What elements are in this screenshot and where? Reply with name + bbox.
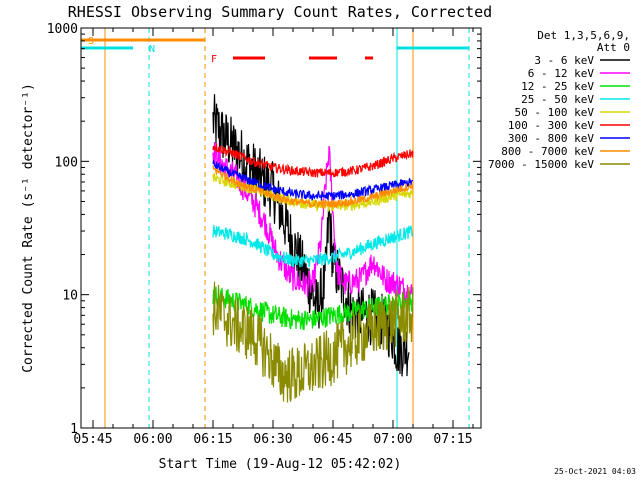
legend-entry: 50 - 100 keV [515,106,595,119]
legend-title: Det 1,3,5,6,9, [537,29,630,42]
y-tick-label: 1000 [47,22,78,37]
timestamp: 25-Oct-2021 04:03 [554,467,636,476]
time-markers [104,28,470,428]
x-axis-label: Start Time (19-Aug-12 05:42:02) [159,457,402,472]
y-tick-label: 1 [70,422,78,437]
chart-title: RHESSI Observing Summary Count Rates, Co… [68,3,492,21]
legend-entry: 12 - 25 keV [521,80,594,93]
x-tick-label: 07:00 [373,432,412,447]
legend-subtitle: Att 0 [597,41,630,54]
legend-entry: 800 - 7000 keV [501,145,594,158]
flag-bars: S N F [81,36,469,65]
x-tick-label: 06:15 [193,432,232,447]
y-tick-label: 100 [55,155,78,170]
x-tick-label: 06:45 [313,432,352,447]
y-axis-label: Corrected Count Rate (s⁻¹ detector⁻¹) [21,83,36,373]
plot-frame [80,27,482,429]
flag-label-flare: F [211,54,217,65]
x-tick-label: 06:00 [133,432,172,447]
legend-entry: 6 - 12 keV [528,67,595,80]
series-line [212,286,414,331]
legend-entry: 300 - 800 keV [508,132,594,145]
series-group [212,94,414,403]
series-line [212,281,414,403]
flag-label-night: N [149,44,155,55]
legend-entry: 3 - 6 keV [534,54,594,67]
legend-entry: 7000 - 15000 keV [488,158,594,171]
series-line [212,143,414,178]
axes: 05:45 06:00 06:15 06:30 06:45 07:00 07:15 1 10 10… [47,22,481,447]
flag-label-saa: S [88,36,94,47]
legend-entry: 100 - 300 keV [508,119,594,132]
y-tick-label: 10 [62,289,78,304]
legend-entry: 25 - 50 keV [521,93,594,106]
series-line [212,224,414,268]
x-tick-label: 05:45 [73,432,112,447]
series-line [212,142,414,306]
x-tick-label: 07:15 [433,432,472,447]
x-tick-label: 06:30 [253,432,292,447]
series-line [212,165,414,210]
